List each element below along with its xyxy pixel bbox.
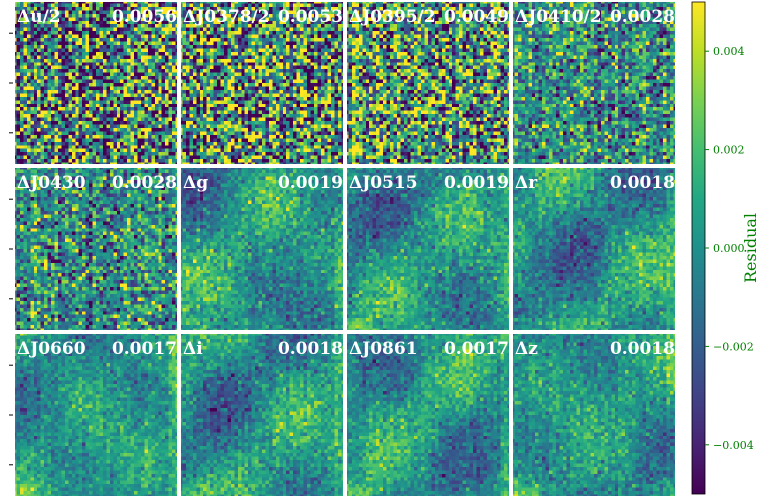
panel-label: Δu/2 (17, 7, 61, 27)
residual-panel: ΔJ0395/2 0.0049 (345, 0, 511, 166)
colorbar-tick-label: −0.002 (713, 340, 754, 353)
colorbar-tick-label: 0.004 (713, 45, 745, 58)
panel-value: 0.0018 (610, 173, 675, 193)
panel-border (13, 332, 179, 498)
panel-value: 0.0019 (444, 173, 509, 193)
colorbar-gradient (691, 1, 706, 495)
panel-value: 0.0018 (610, 339, 675, 359)
colorbar-tick-label: 0.002 (713, 144, 745, 157)
residual-panel: Δg 0.0019 (179, 166, 345, 332)
residual-map-image (179, 166, 345, 332)
colorbar: 0.004 0.002 0.000 −0.002 −0.004 Residual (691, 1, 760, 495)
residual-panel: ΔJ0410/2 0.0028 (511, 0, 677, 166)
residual-map-image (511, 0, 677, 166)
residual-panel: Δi 0.0018 (179, 332, 345, 498)
panel-value: 0.0019 (278, 173, 343, 193)
panel-border (345, 332, 511, 498)
panel-value: 0.0028 (112, 173, 177, 193)
residual-map-image (345, 166, 511, 332)
panel-border (13, 0, 179, 166)
panel-value: 0.0028 (610, 7, 675, 27)
residual-panel: Δu/2 0.0056 (13, 0, 179, 166)
panel-border (345, 166, 511, 332)
panel-border (179, 166, 345, 332)
residual-map-image (13, 0, 179, 166)
residual-panel: ΔJ0515 0.0019 (345, 166, 511, 332)
panel-grid: Δu/2 0.0056 ΔJ0378/2 0.0053 ΔJ0395/2 0.0049 ΔJ… (9, 0, 677, 498)
residual-map-image (13, 332, 179, 498)
panel-border (511, 332, 677, 498)
panel-border (345, 0, 511, 166)
panel-label: Δz (515, 339, 538, 359)
panel-border (179, 332, 345, 498)
panel-border (179, 0, 345, 166)
panel-value: 0.0018 (278, 339, 343, 359)
panel-value: 0.0056 (112, 7, 177, 27)
residual-panel: Δz 0.0018 (511, 332, 677, 498)
panel-label: ΔJ0660 (17, 339, 86, 359)
colorbar-tick-label: −0.004 (713, 439, 754, 452)
colorbar-label: Residual (741, 213, 760, 283)
residual-panel: ΔJ0861 0.0017 (345, 332, 511, 498)
panel-border (13, 166, 179, 332)
residual-map-image (345, 0, 511, 166)
residual-map-image (179, 0, 345, 166)
residual-map-image (345, 332, 511, 498)
panel-label: ΔJ0395/2 (349, 7, 436, 27)
residual-panel: Δr 0.0018 (511, 166, 677, 332)
residual-panel: ΔJ0660 0.0017 (13, 332, 179, 498)
panel-label: ΔJ0410/2 (515, 7, 602, 27)
residual-map-image (13, 166, 179, 332)
panel-value: 0.0053 (278, 7, 343, 27)
panel-value: 0.0049 (444, 7, 509, 27)
panel-value: 0.0017 (112, 339, 177, 359)
panel-border (511, 166, 677, 332)
panel-value: 0.0017 (444, 339, 509, 359)
residual-map-image (179, 332, 345, 498)
panel-label: Δi (183, 339, 203, 359)
panel-border (511, 0, 677, 166)
residual-panel: ΔJ0378/2 0.0053 (179, 0, 345, 166)
colorbar-tick-label: 0.000 (713, 242, 745, 255)
residual-map-image (511, 332, 677, 498)
panel-label: Δr (515, 173, 538, 193)
panel-label: ΔJ0430 (17, 173, 86, 193)
panel-label: Δg (183, 173, 208, 193)
panel-label: ΔJ0515 (349, 173, 418, 193)
panel-label: ΔJ0378/2 (183, 7, 270, 27)
residual-panel: ΔJ0430 0.0028 (13, 166, 179, 332)
panel-label: ΔJ0861 (349, 339, 418, 359)
residual-map-image (511, 166, 677, 332)
